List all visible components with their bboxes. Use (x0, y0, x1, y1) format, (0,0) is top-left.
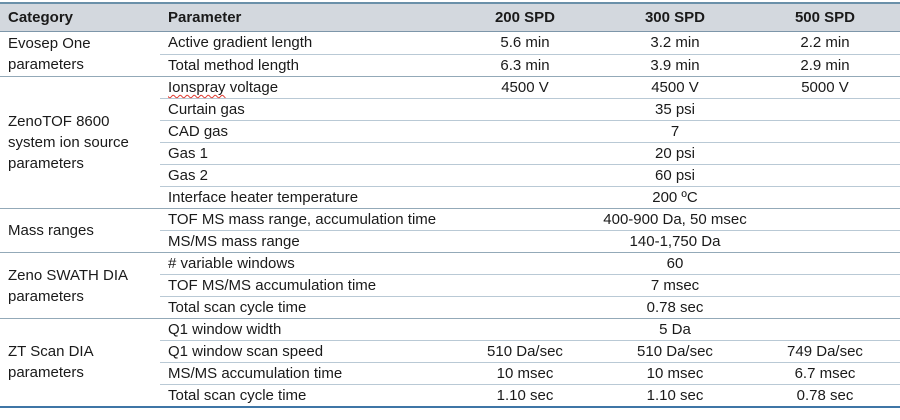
table-row: ZenoTOF 8600 system ion source parameter… (0, 76, 900, 209)
value-cell-300spd: 1.10 sec (600, 384, 750, 407)
value-cell-200spd: 10 msec (450, 362, 600, 385)
value-cell-200spd: 5.6 min (450, 31, 600, 54)
parameter-cell: TOF MS mass range, accumulation time (160, 208, 450, 231)
parameter-cell: TOF MS/MS accumulation time (160, 274, 450, 297)
parameter-cell: CAD gas (160, 120, 450, 143)
parameter-cell: Total scan cycle time (160, 384, 450, 407)
parameter-cell: MS/MS mass range (160, 230, 450, 253)
value-cell-300spd: 10 msec (600, 362, 750, 385)
category-cell-mass-ranges: Mass ranges (0, 208, 160, 253)
value-cell-200spd: 510 Da/sec (450, 340, 600, 363)
table-row: Interface heater temperature 200 ºC (0, 186, 900, 209)
table-row: Total scan cycle time 1.10 sec 1.10 sec … (0, 384, 900, 407)
value-cell-all-spd: 200 ºC (450, 186, 900, 209)
value-cell-all-spd: 20 psi (450, 142, 900, 165)
parameter-cell: Total scan cycle time (160, 296, 450, 319)
table-row: MS/MS accumulation time 10 msec 10 msec … (0, 362, 900, 385)
table-row: Total method length 6.3 min 3.9 min 2.9 … (0, 53, 900, 77)
value-cell-300spd: 3.9 min (600, 53, 750, 77)
header-cell-300spd: 300 SPD (600, 2, 750, 32)
table-row: MS/MS mass range 140-1,750 Da (0, 230, 900, 253)
value-cell-200spd: 6.3 min (450, 53, 600, 77)
category-cell-zt-scan-dia: ZT Scan DIA parameters (0, 318, 160, 407)
value-cell-200spd: 1.10 sec (450, 384, 600, 407)
parameter-cell: MS/MS accumulation time (160, 362, 450, 385)
misspelled-word: Ionspray (168, 79, 226, 96)
parameter-cell: # variable windows (160, 252, 450, 275)
table-row: TOF MS/MS accumulation time 7 msec (0, 274, 900, 297)
parameter-cell: Gas 1 (160, 142, 450, 165)
value-cell-all-spd: 7 msec (450, 274, 900, 297)
value-cell-all-spd: 400-900 Da, 50 msec (450, 208, 900, 231)
value-cell-500spd: 0.78 sec (750, 384, 900, 407)
parameter-text: voltage (225, 79, 279, 96)
value-cell-all-spd: 5 Da (450, 318, 900, 341)
parameter-cell: Active gradient length (160, 31, 450, 54)
parameter-cell: Ionspray voltage (160, 76, 450, 99)
header-cell-category: Category (0, 2, 160, 32)
value-cell-500spd: 749 Da/sec (750, 340, 900, 363)
table-row: Total scan cycle time 0.78 sec (0, 296, 900, 319)
value-cell-300spd: 510 Da/sec (600, 340, 750, 363)
value-cell-all-spd: 0.78 sec (450, 296, 900, 319)
value-cell-all-spd: 60 (450, 252, 900, 275)
value-cell-300spd: 4500 V (600, 76, 750, 99)
value-cell-200spd: 4500 V (450, 76, 600, 99)
value-cell-all-spd: 7 (450, 120, 900, 143)
category-cell-evosep-one: Evosep One parameters (0, 31, 160, 77)
parameter-cell: Curtain gas (160, 98, 450, 121)
method-parameters-table: Category Parameter 200 SPD 300 SPD 500 S… (0, 2, 900, 408)
table-row: Mass ranges TOF MS mass range, accumulat… (0, 208, 900, 253)
value-cell-all-spd: 140-1,750 Da (450, 230, 900, 253)
header-cell-500spd: 500 SPD (750, 2, 900, 32)
value-cell-500spd: 2.9 min (750, 53, 900, 77)
parameter-cell: Total method length (160, 53, 450, 77)
parameter-cell: Interface heater temperature (160, 186, 450, 209)
value-cell-500spd: 5000 V (750, 76, 900, 99)
table-row: Gas 1 20 psi (0, 142, 900, 165)
value-cell-all-spd: 60 psi (450, 164, 900, 187)
header-cell-200spd: 200 SPD (450, 2, 600, 32)
parameter-cell: Q1 window width (160, 318, 450, 341)
table-row: Gas 2 60 psi (0, 164, 900, 187)
table-row: Curtain gas 35 psi (0, 98, 900, 121)
value-cell-500spd: 2.2 min (750, 31, 900, 54)
value-cell-all-spd: 35 psi (450, 98, 900, 121)
value-cell-500spd: 6.7 msec (750, 362, 900, 385)
header-cell-parameter: Parameter (160, 2, 450, 32)
table-row: Evosep One parameters Active gradient le… (0, 31, 900, 77)
table-row: CAD gas 7 (0, 120, 900, 143)
header-row: Category Parameter 200 SPD 300 SPD 500 S… (0, 2, 900, 32)
value-cell-300spd: 3.2 min (600, 31, 750, 54)
table-row: Q1 window scan speed 510 Da/sec 510 Da/s… (0, 340, 900, 363)
table-row: ZT Scan DIA parameters Q1 window width 5… (0, 318, 900, 407)
parameter-cell: Q1 window scan speed (160, 340, 450, 363)
category-cell-zeno-swath-dia: Zeno SWATH DIA parameters (0, 252, 160, 319)
parameter-cell: Gas 2 (160, 164, 450, 187)
category-cell-zenotof-ion-source: ZenoTOF 8600 system ion source parameter… (0, 76, 160, 209)
table-row: Zeno SWATH DIA parameters # variable win… (0, 252, 900, 319)
